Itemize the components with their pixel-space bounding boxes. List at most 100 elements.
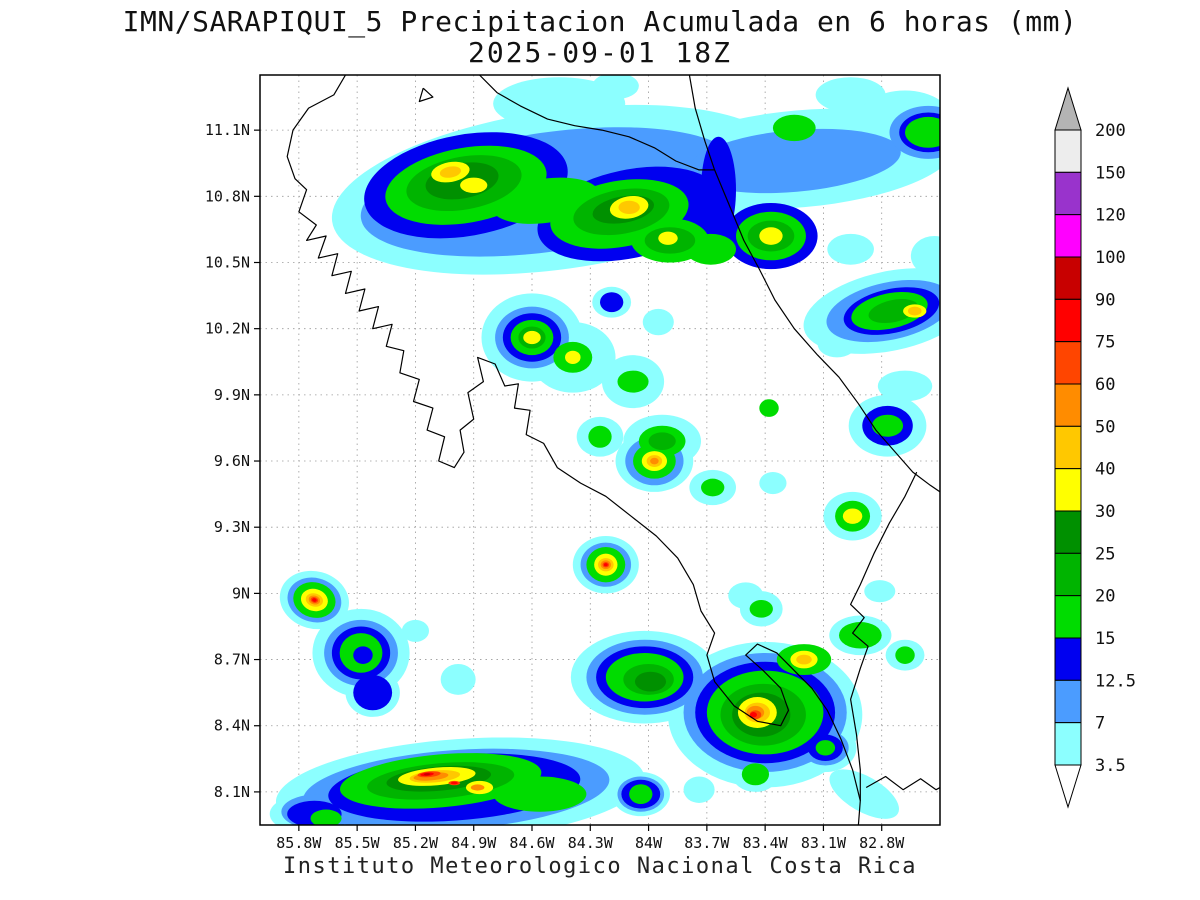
precip-cell-30: [523, 330, 541, 345]
precip-cell-3.5: [440, 663, 476, 695]
colorbar-segment: [1054, 679, 1082, 724]
colorbar-segment: [1054, 425, 1082, 470]
y-axis-label: 8.4N: [214, 717, 250, 735]
precip-cell-15: [838, 622, 882, 649]
precip-cell-15: [749, 600, 773, 618]
colorbar-label: 50: [1095, 417, 1115, 437]
precip-cell-12.5: [353, 675, 393, 711]
y-axis-label: 9N: [232, 584, 250, 602]
precip-cell-30: [842, 508, 863, 524]
y-axis-label: 9.9N: [214, 386, 250, 404]
colorbar-label: 30: [1095, 502, 1115, 522]
colorbar-segment: [1054, 214, 1082, 258]
x-axis-label: 84.6W: [509, 834, 555, 852]
colorbar-label: 75: [1095, 333, 1115, 353]
precip-cell-30: [565, 350, 581, 364]
precip-cell-12.5: [353, 646, 373, 664]
colorbar-segment: [1054, 510, 1082, 554]
colorbar-segment: [1054, 722, 1082, 766]
coastline: [849, 471, 918, 801]
precip-cell-40: [439, 166, 461, 178]
colorbar-label: 120: [1095, 206, 1126, 226]
precip-cell-20: [648, 432, 676, 451]
precip-cell-50: [470, 784, 485, 791]
colorbar-arrow-top: [1054, 86, 1082, 131]
colorbar-label: 200: [1095, 121, 1126, 141]
precip-cell-15: [895, 646, 915, 664]
y-axis-label: 10.2N: [205, 320, 250, 338]
x-axis-label: 83.1W: [801, 834, 847, 852]
colorbar-segment: [1054, 129, 1082, 173]
precip-cell-3.5: [829, 769, 900, 819]
y-axis-label: 11.1N: [205, 121, 250, 139]
precip-cell-75: [312, 598, 317, 602]
precip-cell-3.5: [642, 308, 674, 336]
precip-cell-15: [310, 809, 342, 825]
precip-cell-75: [749, 712, 757, 718]
precip-cell-12.5: [701, 136, 736, 243]
precip-cell-90: [423, 773, 431, 776]
precip-cell-40: [907, 306, 922, 316]
precip-cell-50: [650, 457, 659, 465]
colorbar-segment: [1054, 298, 1082, 343]
colorbar-label: 25: [1095, 544, 1115, 564]
precip-cell-15: [493, 776, 587, 812]
precip-cell-15: [588, 425, 612, 448]
colorbar-segment: [1054, 468, 1082, 512]
x-axis-label: 82.8W: [859, 834, 905, 852]
colorbar-segment: [1054, 552, 1082, 597]
precip-cell-15: [701, 478, 725, 497]
precip-cell-30: [759, 227, 783, 245]
colorbar-label: 100: [1095, 248, 1126, 268]
precip-cell-15: [629, 784, 653, 805]
precip-cell-15: [772, 114, 816, 142]
precip-cell-15: [872, 414, 904, 437]
x-axis-label: 85.5W: [335, 834, 381, 852]
precip-cell-15: [815, 740, 836, 756]
precip-cell-75: [450, 781, 458, 785]
precip-cell-40: [618, 200, 640, 214]
x-axis-label: 83.4W: [743, 834, 789, 852]
x-axis-label: 84W: [635, 834, 663, 852]
precip-cell-15: [759, 399, 779, 417]
precip-cell-3.5: [759, 472, 787, 495]
precip-cell-3.5: [910, 236, 940, 276]
colorbar-label: 60: [1095, 375, 1115, 395]
precip-cell-3.5: [401, 619, 430, 642]
y-axis-label: 9.6N: [214, 452, 250, 470]
chart-datetime: 2025-09-01 18Z: [467, 36, 732, 69]
x-axis-label: 84.3W: [568, 834, 614, 852]
axes: 85.8W 85.5W 85.2W 84.9W 84.6W 84.3W 84W 83.7W 83…: [205, 121, 905, 852]
coastline: [418, 87, 434, 103]
x-axis-label: 84.9W: [451, 834, 497, 852]
colorbar-segment: [1054, 171, 1082, 216]
x-axis-label: 83.7W: [684, 834, 730, 852]
coastline: [286, 75, 861, 825]
precip-cell-30: [460, 177, 488, 194]
precip-cell-30: [658, 231, 678, 245]
colorbar-label: 3.5: [1095, 756, 1126, 776]
precip-cell-3.5: [877, 370, 933, 402]
precip-cell-20: [868, 299, 919, 324]
colorbar-segment: [1054, 637, 1082, 681]
precip-cell-15: [905, 116, 940, 148]
x-axis-label: 85.8W: [276, 834, 322, 852]
precip-cell-7: [687, 128, 901, 194]
precip-cell-3.5: [493, 77, 626, 131]
chart-title: IMN/SARAPIQUI_5 Precipitacion Acumulada …: [122, 5, 1078, 38]
precip-cell-15: [617, 370, 649, 393]
coastlines: [286, 75, 940, 825]
colorbar-segment: [1054, 383, 1082, 427]
map-frame: [259, 74, 941, 826]
colorbar-label: 90: [1095, 290, 1115, 310]
coastline: [865, 775, 940, 791]
precip-cell-40: [796, 654, 812, 665]
colorbar-segment: [1054, 595, 1082, 639]
colorbar-label: 7: [1095, 714, 1105, 734]
y-axis-label: 9.3N: [214, 518, 250, 536]
colorbar-label: 15: [1095, 629, 1115, 649]
colorbar-label: 40: [1095, 460, 1115, 480]
footer-attribution: Instituto Meteorologico Nacional Costa R…: [282, 854, 918, 879]
